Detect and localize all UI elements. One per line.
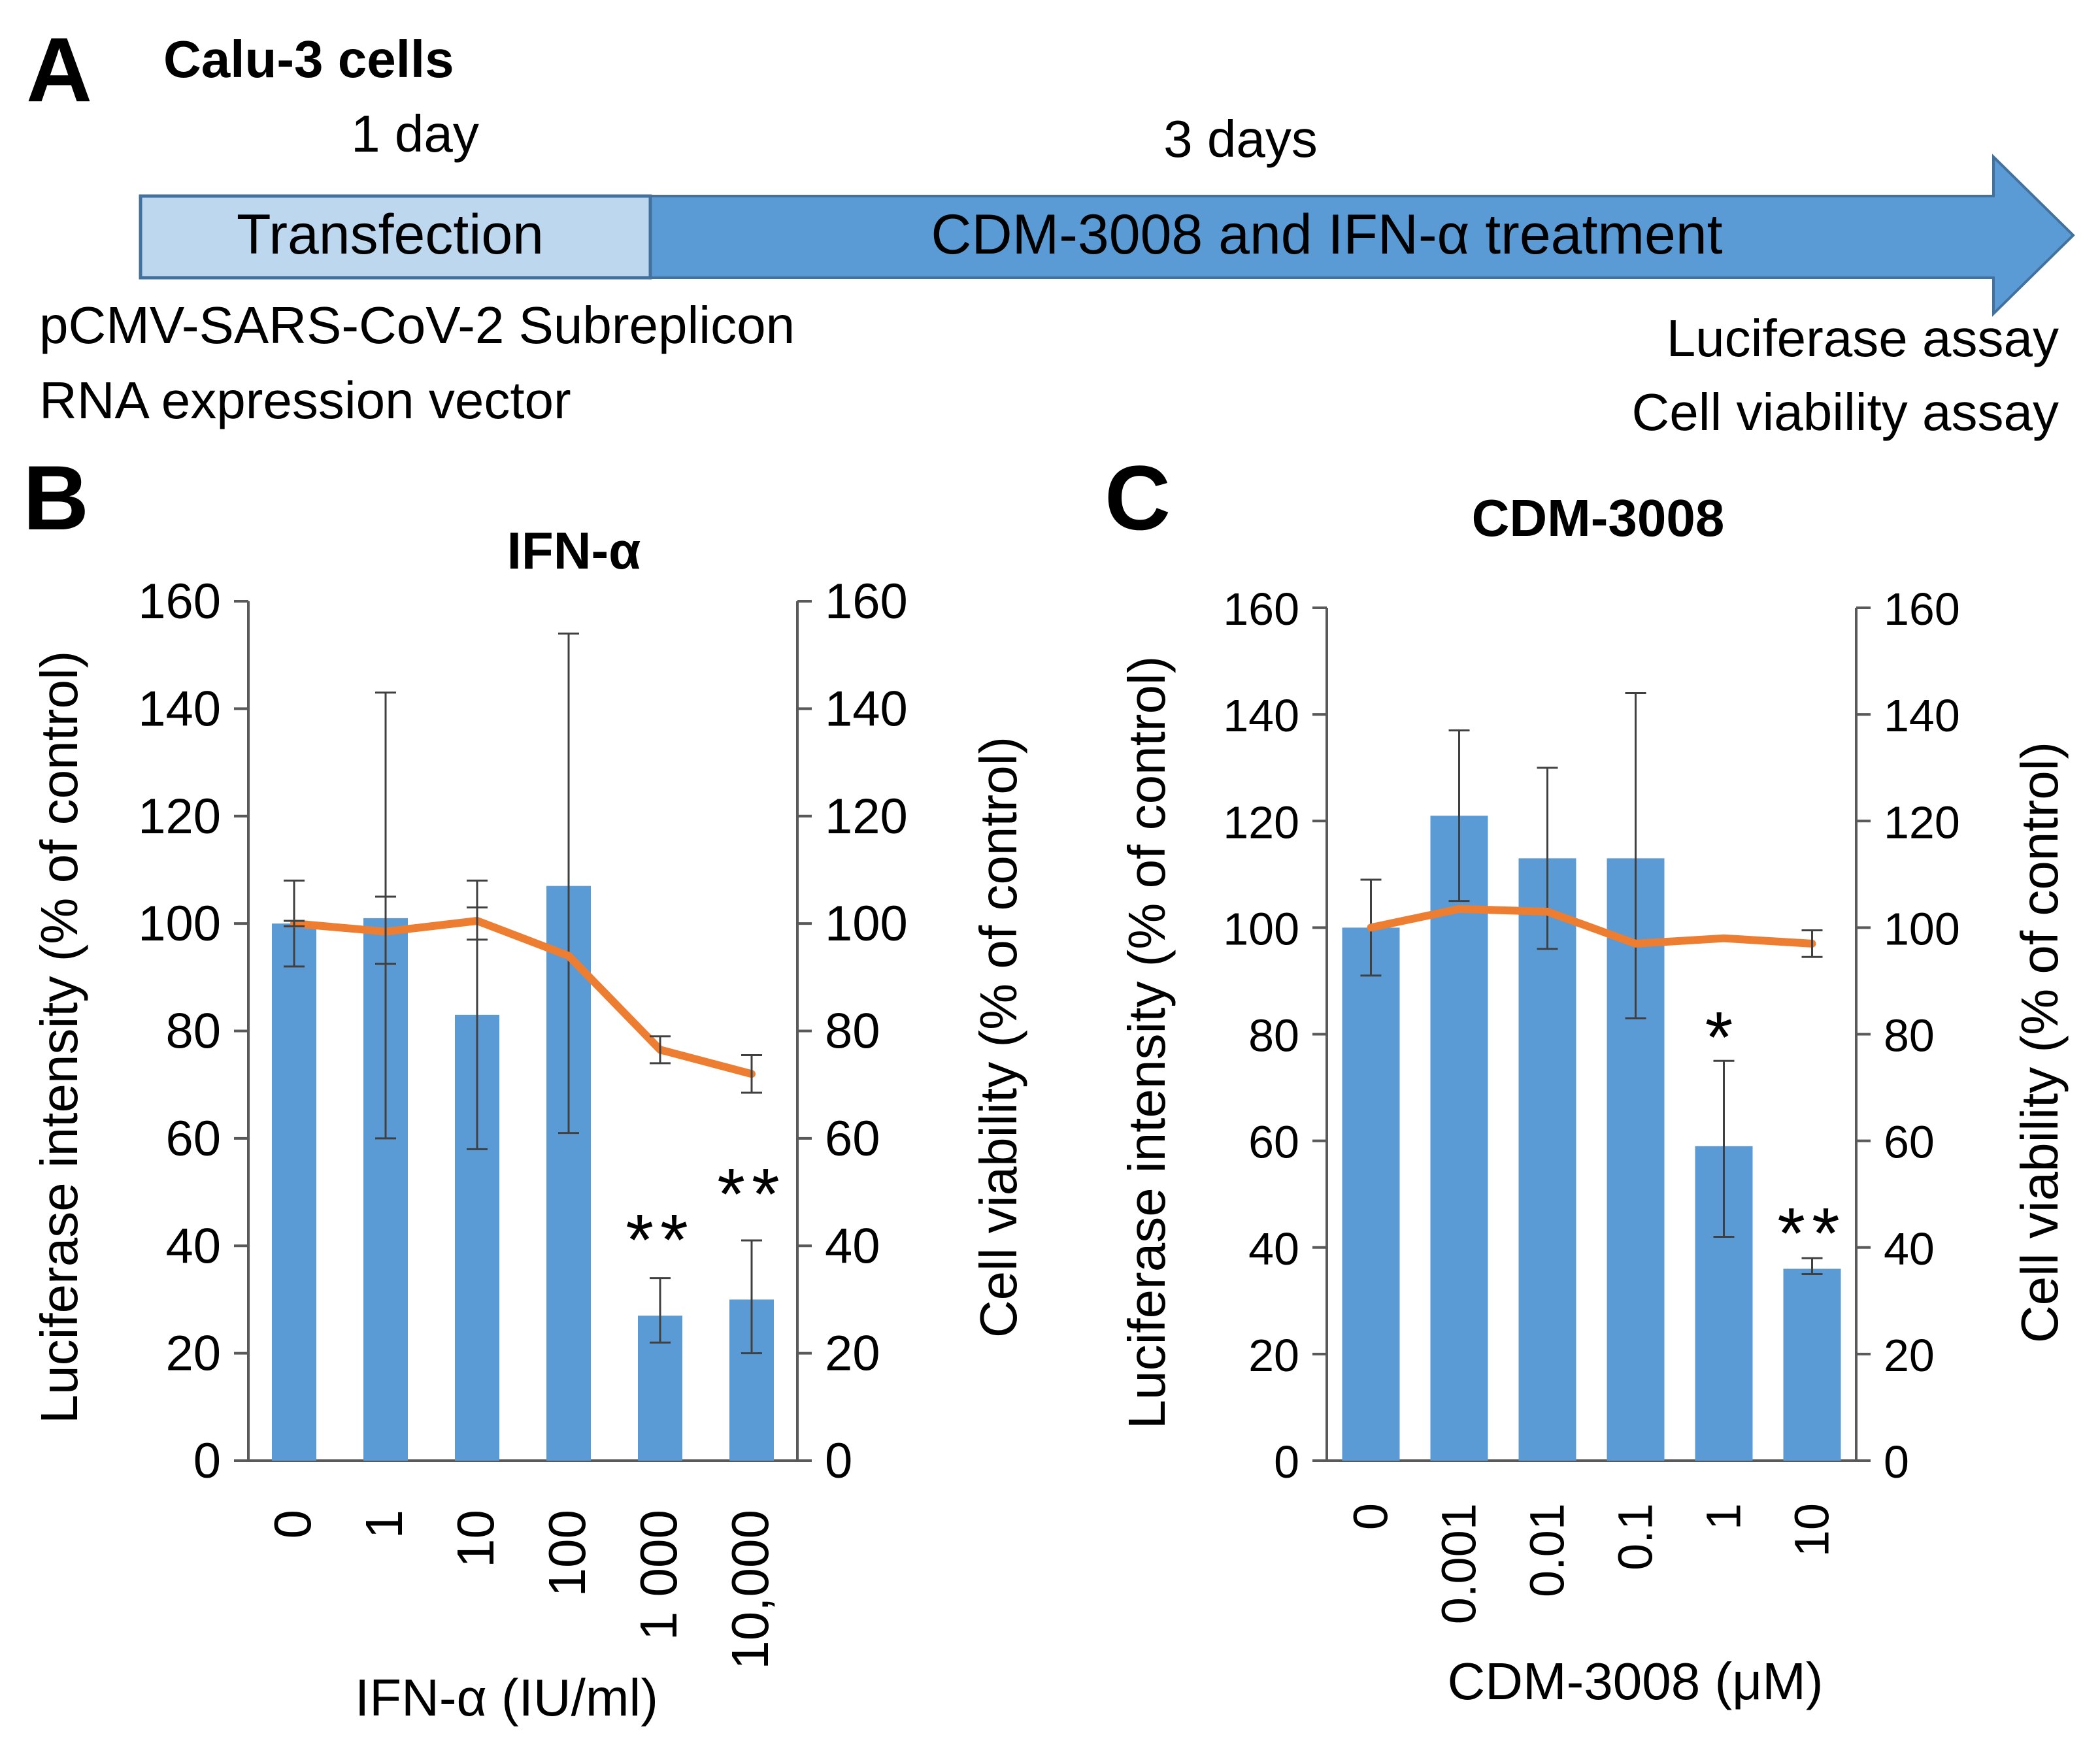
chart-c-ytick-label-right: 80 xyxy=(1884,1010,1935,1061)
vector-line-1: pCMV-SARS-CoV-2 Subreplicon xyxy=(39,296,795,354)
chart-b-bar xyxy=(272,923,316,1461)
phase2-duration: 3 days xyxy=(1163,110,1318,168)
chart-c-ytick-label-right: 40 xyxy=(1884,1223,1935,1274)
chart-c-ytick-label-right: 140 xyxy=(1884,690,1960,741)
chart-b-viability-line xyxy=(290,917,756,1078)
panel-a-label: A xyxy=(26,18,92,121)
chart-b-significance-label: ** xyxy=(717,1154,786,1235)
chart-b-ylabel-right: Cell viability (% of control) xyxy=(969,737,1027,1338)
chart-b-title: IFN-α xyxy=(507,522,641,580)
chart-b-ytick-label-right: 120 xyxy=(825,789,908,844)
chart-c-ytick-label-left: 140 xyxy=(1223,690,1299,741)
assay-line-2: Cell viability assay xyxy=(1631,383,2059,441)
chart-c-xtick-label: 0.001 xyxy=(1432,1503,1486,1624)
timeline-arrow xyxy=(642,154,2075,317)
chart-c-viability-line xyxy=(1367,905,1816,948)
chart-b-ytick-label-right: 20 xyxy=(825,1326,880,1382)
chart-c-significance-label: * xyxy=(1705,997,1740,1078)
chart-c-ytick-label-right: 60 xyxy=(1884,1117,1935,1168)
chart-c-xtick-label: 0.01 xyxy=(1520,1503,1575,1597)
chart-b-ytick-label-left: 100 xyxy=(138,896,221,952)
chart-b-ytick-label-left: 140 xyxy=(138,681,221,737)
transfection-box xyxy=(139,194,652,280)
chart-b-ytick-label-left: 120 xyxy=(138,789,221,844)
chart-c-bar xyxy=(1518,858,1576,1461)
chart-c-xtick-label: 1 xyxy=(1697,1503,1751,1530)
assay-line-1: Luciferase assay xyxy=(1667,309,2059,367)
chart-b-ytick-label-left: 20 xyxy=(165,1326,221,1382)
chart-b-xlabel: IFN-α (IU/ml) xyxy=(355,1668,658,1727)
chart-b-ytick-label-right: 80 xyxy=(825,1004,880,1059)
chart-b-ytick-label-right: 160 xyxy=(825,574,908,629)
chart-b-significance-label: ** xyxy=(625,1200,695,1280)
chart-c-ytick-label-left: 20 xyxy=(1248,1330,1299,1381)
chart-b-xtick-label: 10,000 xyxy=(721,1510,779,1670)
chart-b-ytick-label-right: 0 xyxy=(825,1433,852,1489)
chart-c-title: CDM-3008 xyxy=(1472,489,1725,547)
chart-c-ytick-label-left: 120 xyxy=(1223,797,1299,848)
chart-c-ytick-label-left: 100 xyxy=(1223,903,1299,954)
chart-b-ytick-label-left: 40 xyxy=(165,1218,221,1274)
chart-b-ytick-label-right: 40 xyxy=(825,1218,880,1274)
chart-c-ylabel-right: Cell viability (% of control) xyxy=(2010,742,2069,1343)
panel-a: A Calu-3 cells 1 day 3 days Transfection… xyxy=(26,18,2075,441)
chart-b-xtick-label: 1 xyxy=(355,1510,413,1539)
panel-a-title: Calu-3 cells xyxy=(163,30,454,88)
panel-b-label: B xyxy=(23,446,89,549)
chart-c-xtick-label: 0.1 xyxy=(1608,1503,1663,1570)
chart-c-xlabel: CDM-3008 (μM) xyxy=(1447,1652,1823,1710)
chart-c-bar xyxy=(1342,927,1400,1461)
panel-b: B IFN-α Luciferase intensity (% of contr… xyxy=(23,446,1027,1727)
chart-c-ytick-label-left: 0 xyxy=(1274,1436,1299,1487)
chart-b-ytick-label-right: 100 xyxy=(825,896,908,952)
vector-line-2: RNA expression vector xyxy=(39,371,571,429)
chart-b-ytick-label-left: 0 xyxy=(193,1433,221,1489)
treatment-label: CDM-3008 and IFN-α treatment xyxy=(931,203,1722,266)
transfection-label: Transfection xyxy=(237,203,544,266)
chart-c-ytick-label-left: 80 xyxy=(1248,1010,1299,1061)
panel-c-label: C xyxy=(1105,446,1171,549)
phase1-duration: 1 day xyxy=(351,105,479,163)
chart-b-ylabel-left: Luciferase intensity (% of control) xyxy=(30,651,88,1424)
chart-c-significance-label: ** xyxy=(1777,1193,1846,1274)
chart-b-ytick-label-right: 60 xyxy=(825,1111,880,1167)
chart-c-ytick-label-left: 60 xyxy=(1248,1117,1299,1168)
chart-c-ytick-label-left: 40 xyxy=(1248,1223,1299,1274)
chart-c-ytick-label-right: 120 xyxy=(1884,797,1960,848)
chart-b-ytick-label-left: 160 xyxy=(138,574,221,629)
chart-b-xtick-label: 100 xyxy=(538,1510,596,1597)
chart-b-ytick-label-left: 80 xyxy=(165,1004,221,1059)
chart-b-xtick-label: 0 xyxy=(263,1510,322,1539)
chart-c-bar xyxy=(1783,1269,1841,1461)
chart-c-xtick-label: 0 xyxy=(1344,1503,1398,1530)
panel-c: C CDM-3008 Luciferase intensity (% of co… xyxy=(1105,446,2069,1710)
chart-c-ytick-label-left: 160 xyxy=(1223,584,1299,635)
chart-c-ytick-label-right: 20 xyxy=(1884,1330,1935,1381)
chart-b-xtick-label: 1 000 xyxy=(629,1510,688,1640)
chart-c-ytick-label-right: 100 xyxy=(1884,903,1960,954)
chart-b-xtick-label: 10 xyxy=(446,1510,505,1568)
chart-c-bar xyxy=(1430,816,1488,1461)
chart-c-ytick-label-right: 0 xyxy=(1884,1436,1909,1487)
chart-b-ytick-label-right: 140 xyxy=(825,681,908,737)
chart-b-ytick-label-left: 60 xyxy=(165,1111,221,1167)
chart-c-xtick-label: 10 xyxy=(1785,1503,1839,1557)
chart-c-ylabel-left: Luciferase intensity (% of control) xyxy=(1118,656,1176,1429)
chart-c-ytick-label-right: 160 xyxy=(1884,584,1960,635)
